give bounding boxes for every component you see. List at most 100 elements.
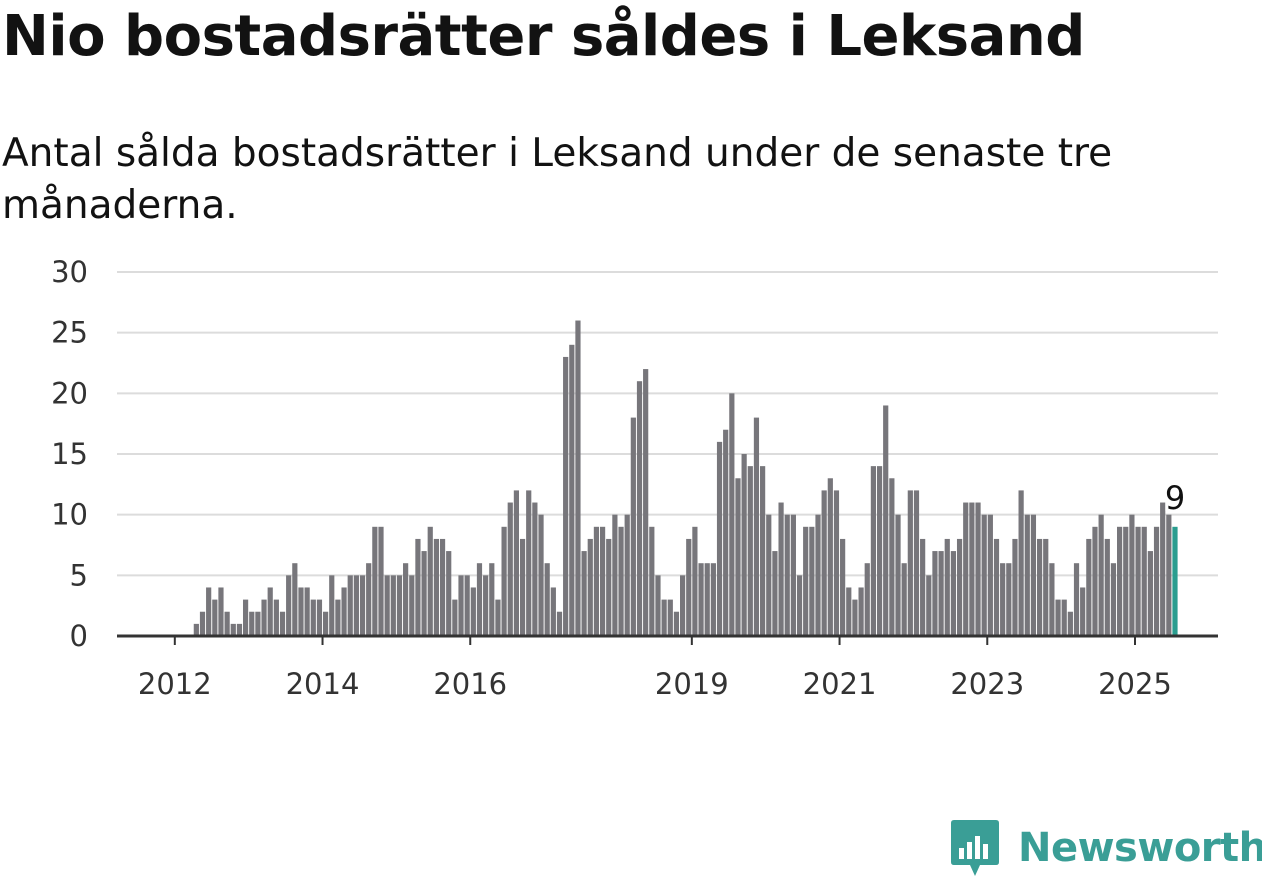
bar bbox=[846, 587, 852, 636]
bar bbox=[489, 563, 495, 636]
bar bbox=[784, 514, 790, 636]
bar bbox=[870, 466, 876, 636]
bar bbox=[913, 490, 920, 636]
bar bbox=[224, 611, 230, 636]
bar bbox=[292, 563, 298, 636]
bar bbox=[206, 587, 212, 636]
bar bbox=[507, 502, 513, 636]
bar bbox=[310, 599, 316, 636]
bar bbox=[944, 538, 950, 636]
bar bbox=[242, 599, 249, 636]
bar bbox=[760, 466, 766, 636]
bar bbox=[883, 405, 889, 636]
bar bbox=[396, 575, 403, 636]
y-tick-label: 5 bbox=[70, 558, 88, 592]
bar bbox=[932, 551, 938, 636]
bar bbox=[809, 526, 815, 636]
bar bbox=[593, 526, 600, 636]
bar bbox=[347, 575, 353, 636]
bar bbox=[815, 514, 821, 636]
x-tick-label: 2025 bbox=[1098, 667, 1172, 701]
bar bbox=[538, 514, 544, 636]
bar bbox=[655, 575, 661, 636]
bar bbox=[1086, 538, 1092, 636]
y-tick-label: 25 bbox=[51, 316, 88, 350]
bar bbox=[747, 466, 753, 636]
bar bbox=[618, 526, 624, 636]
bar bbox=[1129, 514, 1135, 636]
bar bbox=[261, 599, 267, 636]
bar bbox=[729, 393, 735, 636]
bar bbox=[735, 478, 741, 636]
x-tick-label: 2016 bbox=[433, 667, 507, 701]
bar bbox=[199, 611, 206, 636]
bar bbox=[501, 526, 507, 636]
bar bbox=[255, 611, 261, 636]
bar bbox=[698, 563, 704, 636]
bar bbox=[901, 563, 907, 636]
bar bbox=[753, 417, 760, 636]
bar bbox=[926, 575, 932, 636]
bar bbox=[766, 514, 772, 636]
bar bbox=[236, 623, 243, 636]
bar bbox=[643, 369, 649, 636]
newsworthy-logo-text: Newsworthy bbox=[1018, 825, 1262, 871]
bar bbox=[599, 526, 606, 636]
bar bbox=[716, 441, 723, 636]
bar bbox=[353, 575, 359, 636]
bar bbox=[378, 526, 384, 636]
bar bbox=[741, 454, 747, 636]
x-tick-label: 2023 bbox=[950, 667, 1024, 701]
bar bbox=[563, 356, 569, 636]
bar bbox=[556, 611, 563, 636]
chart-title: Nio bostadsrätter såldes i Leksand bbox=[2, 4, 1085, 69]
bar bbox=[803, 526, 809, 636]
x-tick-label: 2014 bbox=[286, 667, 360, 701]
bar bbox=[193, 623, 199, 636]
bar bbox=[956, 538, 963, 636]
bar bbox=[415, 538, 421, 636]
bar bbox=[569, 344, 575, 636]
bar bbox=[230, 623, 236, 636]
bar bbox=[452, 599, 458, 636]
bar bbox=[852, 599, 858, 636]
bar bbox=[630, 417, 636, 636]
bar bbox=[446, 551, 452, 636]
bar bbox=[858, 587, 864, 636]
bar bbox=[821, 490, 827, 636]
bar bbox=[1000, 563, 1006, 636]
bar bbox=[384, 575, 390, 636]
bar bbox=[889, 478, 895, 636]
bar bbox=[636, 381, 643, 636]
bar bbox=[1055, 599, 1061, 636]
bar bbox=[1036, 538, 1043, 636]
bar bbox=[667, 599, 673, 636]
bar bbox=[581, 551, 587, 636]
bar bbox=[1080, 587, 1086, 636]
bar bbox=[1006, 563, 1012, 636]
bar bbox=[439, 538, 446, 636]
bar bbox=[987, 514, 993, 636]
bar bbox=[1123, 526, 1129, 636]
bar bbox=[833, 490, 840, 636]
bar bbox=[341, 587, 347, 636]
bar bbox=[329, 575, 335, 636]
chart-subtitle: Antal sålda bostadsrätter i Leksand unde… bbox=[2, 131, 1113, 228]
bar bbox=[649, 526, 655, 636]
bar bbox=[267, 587, 273, 636]
bar bbox=[273, 599, 279, 636]
bar bbox=[359, 575, 366, 636]
y-tick-label: 0 bbox=[70, 619, 88, 653]
bar bbox=[483, 575, 489, 636]
bar bbox=[612, 514, 618, 636]
bar bbox=[606, 538, 612, 636]
x-tick-label: 2019 bbox=[655, 667, 729, 701]
bar bbox=[316, 599, 323, 636]
x-tick-label: 2021 bbox=[803, 667, 877, 701]
bar bbox=[1030, 514, 1037, 636]
bar bbox=[1160, 502, 1166, 636]
bar bbox=[993, 538, 1000, 636]
bar bbox=[796, 575, 803, 636]
bar bbox=[680, 575, 686, 636]
